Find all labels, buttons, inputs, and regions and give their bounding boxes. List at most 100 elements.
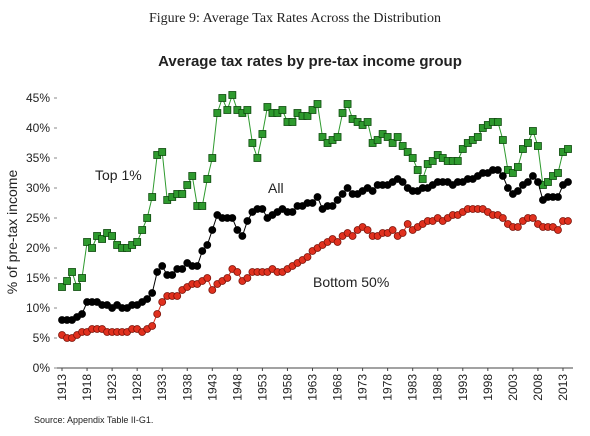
marker [138, 226, 147, 234]
x-tick-label: 1973 [356, 374, 370, 401]
marker [534, 178, 542, 186]
marker [243, 106, 252, 114]
marker [148, 289, 157, 297]
marker [258, 130, 267, 138]
marker [498, 172, 507, 180]
x-tick-label: 1923 [105, 374, 119, 401]
marker [183, 181, 192, 189]
x-tick-label: 1943 [205, 374, 219, 401]
source-note: Source: Appendix Table II-G1. [34, 415, 153, 425]
y-tick-label: 25% [26, 211, 50, 225]
x-tick-label: 1918 [80, 374, 94, 401]
series-label: Bottom 50% [313, 274, 389, 290]
x-tick-label: 2013 [556, 374, 570, 401]
marker [188, 172, 197, 180]
marker [208, 226, 217, 234]
marker [78, 274, 86, 282]
marker [223, 106, 232, 114]
marker [193, 262, 202, 270]
marker [473, 133, 482, 141]
marker [198, 202, 207, 210]
marker [333, 238, 342, 246]
marker [403, 220, 412, 228]
marker [143, 214, 152, 222]
marker [333, 133, 342, 141]
marker [148, 322, 157, 330]
marker [513, 163, 522, 171]
x-tick-label: 1968 [331, 374, 345, 401]
marker [303, 253, 312, 261]
marker [413, 166, 422, 174]
marker [493, 166, 502, 174]
x-tick-label: 1953 [255, 374, 269, 401]
marker [73, 283, 81, 291]
marker [458, 145, 467, 153]
marker [263, 103, 272, 111]
y-tick-label: 45% [26, 91, 50, 105]
marker [554, 193, 562, 201]
y-axis-label: % of pre-tax income [4, 170, 20, 295]
y-tick-label: 5% [33, 331, 51, 345]
marker [198, 247, 207, 255]
marker [403, 148, 412, 156]
y-tick-label: 20% [26, 241, 50, 255]
marker [544, 178, 552, 186]
marker [173, 292, 182, 300]
marker [554, 226, 562, 234]
marker [243, 274, 252, 282]
marker [313, 100, 322, 108]
marker [343, 100, 352, 108]
marker [388, 139, 397, 147]
marker [228, 91, 237, 99]
marker [519, 145, 527, 153]
marker [178, 190, 187, 198]
marker [208, 286, 217, 294]
marker [373, 136, 382, 144]
marker [363, 118, 372, 126]
marker [233, 268, 242, 276]
marker [153, 268, 162, 276]
chart-title: Average tax rates by pre-tax income grou… [158, 53, 462, 70]
marker [223, 274, 232, 282]
marker [368, 187, 377, 195]
y-tick-label: 35% [26, 151, 50, 165]
marker [158, 148, 167, 156]
marker [63, 277, 71, 285]
marker [238, 232, 247, 240]
marker [133, 238, 142, 246]
marker [498, 214, 507, 222]
marker [78, 310, 86, 318]
x-tick-label: 1988 [431, 374, 445, 401]
marker [58, 283, 66, 291]
marker [203, 274, 212, 282]
marker [278, 106, 287, 114]
marker [529, 172, 537, 180]
marker [564, 145, 572, 153]
marker [98, 235, 106, 243]
marker [158, 262, 167, 270]
figure-caption: Figure 9: Average Tax Rates Across the D… [149, 11, 441, 26]
x-tick-label: 1983 [406, 374, 420, 401]
y-tick-label: 30% [26, 181, 50, 195]
marker [493, 118, 502, 126]
marker [308, 106, 317, 114]
x-tick-label: 1963 [305, 374, 319, 401]
marker [208, 154, 217, 162]
marker [148, 193, 157, 201]
marker [328, 202, 337, 210]
marker [503, 184, 512, 192]
marker [348, 232, 357, 240]
marker [153, 310, 162, 318]
marker [308, 199, 317, 207]
x-tick-label: 1913 [55, 374, 69, 401]
marker [363, 226, 372, 234]
marker [243, 217, 252, 225]
marker [408, 154, 417, 162]
marker [203, 241, 212, 249]
marker [338, 109, 347, 117]
marker [248, 139, 257, 147]
marker [388, 226, 397, 234]
marker [88, 244, 96, 252]
marker [228, 214, 237, 222]
marker [288, 118, 297, 126]
